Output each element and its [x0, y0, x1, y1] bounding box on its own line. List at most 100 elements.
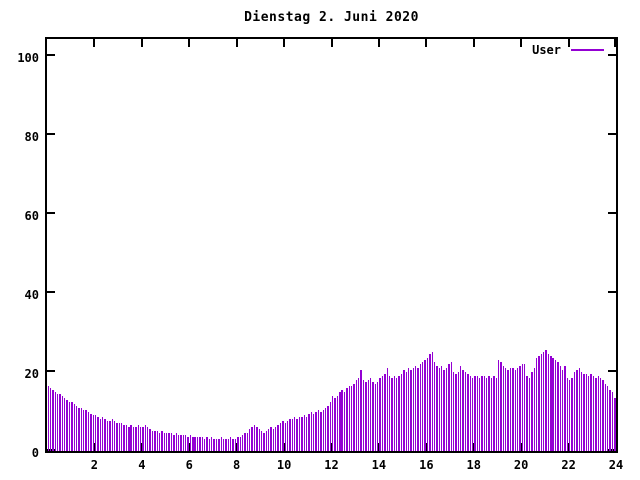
bar	[429, 354, 431, 451]
bar	[419, 364, 422, 451]
bar	[298, 417, 301, 451]
legend-user-line-sample	[571, 49, 604, 51]
bar	[286, 421, 289, 451]
y-tick-label: 20	[24, 367, 39, 381]
bar	[516, 368, 519, 451]
bar	[158, 433, 161, 451]
x-tick-label: 18	[466, 458, 481, 472]
bar	[554, 360, 557, 451]
bar	[424, 360, 426, 451]
bar	[507, 370, 509, 451]
bar	[139, 427, 142, 451]
bar	[433, 362, 436, 451]
bar	[452, 372, 455, 451]
bar	[154, 431, 156, 451]
bar	[467, 374, 469, 451]
bar	[602, 379, 604, 451]
bar	[393, 376, 396, 451]
bar	[343, 391, 346, 451]
bar	[308, 413, 310, 451]
bar	[222, 439, 225, 451]
y-tick-label: 40	[24, 288, 39, 302]
bar	[75, 405, 78, 451]
tick-mark	[608, 133, 616, 135]
bar	[576, 370, 578, 451]
bar	[457, 372, 460, 451]
bar	[90, 413, 92, 451]
bar	[571, 377, 573, 451]
tick-mark	[608, 54, 616, 56]
bar	[49, 387, 52, 451]
bar	[249, 429, 251, 451]
tick-mark	[235, 443, 238, 451]
bar	[448, 364, 450, 451]
bar	[123, 425, 125, 451]
bar	[540, 354, 543, 451]
bar	[310, 411, 313, 451]
tick-mark	[614, 39, 616, 47]
bar	[374, 383, 377, 451]
bar	[196, 437, 199, 451]
bar	[175, 433, 177, 451]
bar	[64, 397, 66, 451]
bar	[614, 397, 616, 451]
x-tick-label: 10	[276, 458, 292, 472]
bar	[199, 437, 201, 451]
bar	[258, 429, 260, 451]
bar	[348, 385, 350, 451]
bar	[367, 379, 369, 451]
tick-mark	[520, 443, 523, 451]
bar	[265, 431, 267, 451]
bar	[211, 437, 213, 451]
bar	[365, 381, 367, 451]
bar	[422, 362, 424, 451]
bar	[369, 377, 372, 451]
bar	[590, 374, 592, 451]
bar	[59, 393, 61, 451]
bar	[474, 376, 476, 451]
bar	[566, 377, 569, 451]
bar	[543, 352, 545, 451]
bar	[234, 439, 237, 451]
bar	[521, 364, 524, 451]
bar	[163, 433, 166, 451]
bar	[611, 391, 614, 451]
tick-mark	[377, 443, 380, 451]
tick-mark	[567, 39, 570, 47]
bar	[272, 429, 275, 451]
bar	[362, 379, 365, 451]
bar	[488, 376, 490, 451]
plot-content: User	[47, 39, 616, 451]
bar	[412, 368, 414, 451]
bar	[462, 370, 464, 451]
bar	[388, 376, 391, 451]
x-tick-label: 2	[90, 458, 99, 472]
bar	[372, 381, 374, 451]
bar	[121, 423, 123, 451]
bar	[592, 376, 595, 451]
bar	[97, 417, 99, 451]
bar	[535, 358, 538, 451]
bar	[341, 389, 343, 451]
bar	[398, 376, 400, 451]
bar	[192, 437, 194, 451]
bar	[185, 435, 187, 451]
x-tick-label: 16	[419, 458, 434, 472]
bar	[263, 433, 265, 451]
y-tick-label: 80	[24, 130, 39, 144]
bar	[80, 407, 83, 451]
tick-mark	[47, 291, 55, 293]
bar	[208, 439, 211, 451]
bar	[569, 379, 571, 451]
bar	[405, 372, 407, 451]
bar	[336, 395, 339, 451]
x-tick-label: 24	[608, 458, 624, 472]
bar	[595, 377, 597, 451]
bar	[296, 419, 298, 451]
bar	[246, 433, 249, 451]
x-tick-label: 8	[233, 458, 241, 472]
bar	[137, 425, 139, 451]
bar	[396, 377, 398, 451]
bar	[410, 370, 412, 451]
